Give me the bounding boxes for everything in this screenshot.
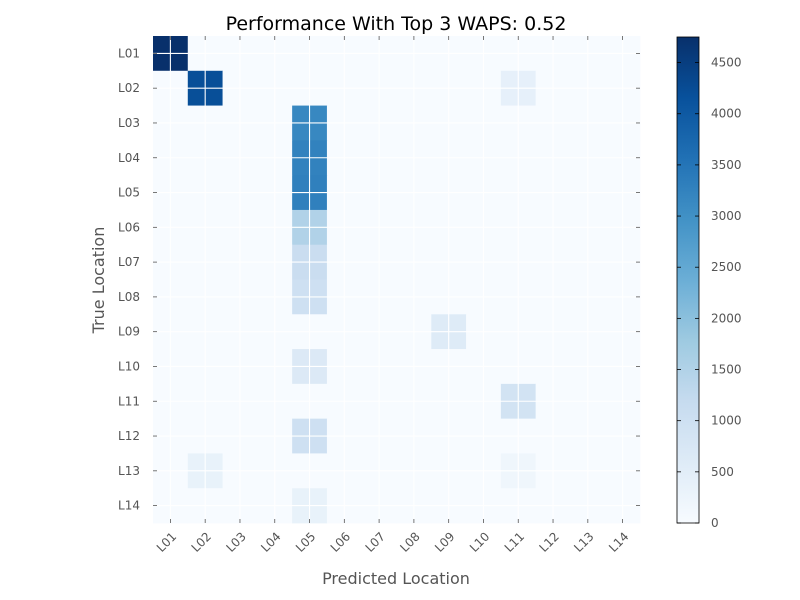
- colorbar-tick-label: 3500: [711, 158, 742, 172]
- y-tick-label: L10: [118, 359, 140, 373]
- x-tick-label: L01: [154, 529, 179, 554]
- x-tick-label: L14: [606, 529, 631, 554]
- heatmap-cells: [153, 36, 641, 524]
- colorbar-tick-label: 3000: [711, 209, 742, 223]
- x-tick-label: L12: [536, 529, 561, 554]
- x-tick-label: L13: [571, 529, 596, 554]
- x-tick-label: L09: [432, 529, 457, 554]
- y-tick-label: L08: [118, 290, 140, 304]
- colorbar-tick-label: 1000: [711, 414, 742, 428]
- colorbar-tick-label: 2000: [711, 311, 742, 325]
- y-tick-label: L07: [118, 255, 140, 269]
- colorbar-tick-label: 1500: [711, 363, 742, 377]
- grid-lines: [153, 36, 640, 523]
- y-tick-label: L02: [118, 81, 140, 95]
- colorbar-ticks: 0 500 1000 1500 2000 2500 3000 3500 4000 4500: [677, 56, 742, 530]
- x-tick-label: L06: [328, 529, 353, 554]
- y-tick-label: L14: [118, 499, 140, 513]
- y-tick-label: L04: [118, 151, 140, 165]
- x-tick-label: L05: [293, 529, 318, 554]
- x-tick-label: L03: [223, 529, 248, 554]
- x-axis-label: Predicted Location: [322, 569, 470, 588]
- x-tick-label: L08: [397, 529, 422, 554]
- colorbar-tick-label: 4000: [711, 107, 742, 121]
- x-tick-label: L02: [189, 529, 214, 554]
- colorbar-tick-label: 0: [711, 516, 719, 530]
- x-tick-label: L10: [467, 529, 492, 554]
- colorbar-tick-label: 500: [711, 465, 734, 479]
- x-tick-label: L04: [258, 529, 283, 554]
- colorbar-tick-label: 4500: [711, 56, 742, 70]
- colorbar: [676, 36, 700, 524]
- x-tick-label: L07: [363, 529, 388, 554]
- y-tick-label: L09: [118, 325, 140, 339]
- y-tick-label: L05: [118, 186, 140, 200]
- y-axis-label: True Location: [89, 227, 108, 335]
- colorbar-tick-label: 2500: [711, 260, 742, 274]
- chart-title: Performance With Top 3 WAPS: 0.52: [226, 13, 567, 35]
- y-tick-label: L11: [118, 394, 140, 408]
- y-tick-label: L01: [118, 46, 140, 60]
- y-tick-label: L06: [118, 220, 140, 234]
- y-tick-label: L12: [118, 429, 140, 443]
- y-tick-label: L03: [118, 116, 140, 130]
- y-tick-label: L13: [118, 464, 140, 478]
- y-axis-ticks: L01 L02 L03 L04 L05 L06 L07 L08 L09 L10 L11 L12 L13 L…: [118, 46, 640, 513]
- x-tick-label: L11: [502, 529, 527, 554]
